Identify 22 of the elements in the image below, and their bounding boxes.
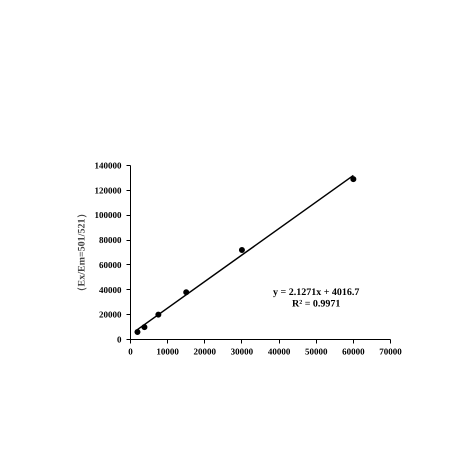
y-tick-label: 60000 bbox=[99, 260, 122, 270]
x-tick-label: 20000 bbox=[194, 346, 217, 356]
y-tick-label: 140000 bbox=[94, 160, 122, 170]
x-tick-label: 60000 bbox=[342, 346, 366, 356]
point bbox=[134, 329, 140, 336]
y-tick-label: 80000 bbox=[99, 235, 122, 246]
point bbox=[350, 176, 356, 182]
point bbox=[238, 247, 245, 254]
x-tick-label: 70000 bbox=[379, 346, 402, 356]
y-tick-label: 120000 bbox=[94, 185, 122, 196]
annotation: R² = 0.9971 bbox=[292, 298, 340, 310]
x-tick-label: 50000 bbox=[304, 346, 328, 356]
y-axis-title: （Ex/Em=501/521） bbox=[76, 208, 88, 296]
annotation: y = 2.1271x + 4016.7 bbox=[273, 286, 360, 298]
x-tick-label: 0 bbox=[128, 346, 134, 356]
y-tick-label: 0 bbox=[117, 334, 122, 344]
y-tick-label: 100000 bbox=[94, 210, 122, 220]
x-tick-label: 30000 bbox=[230, 346, 254, 356]
x-tick-label: 10000 bbox=[156, 346, 180, 356]
x-tick-label: 40000 bbox=[268, 346, 291, 356]
y-tick-label: 40000 bbox=[99, 284, 122, 295]
y-tick-label: 20000 bbox=[99, 310, 122, 320]
